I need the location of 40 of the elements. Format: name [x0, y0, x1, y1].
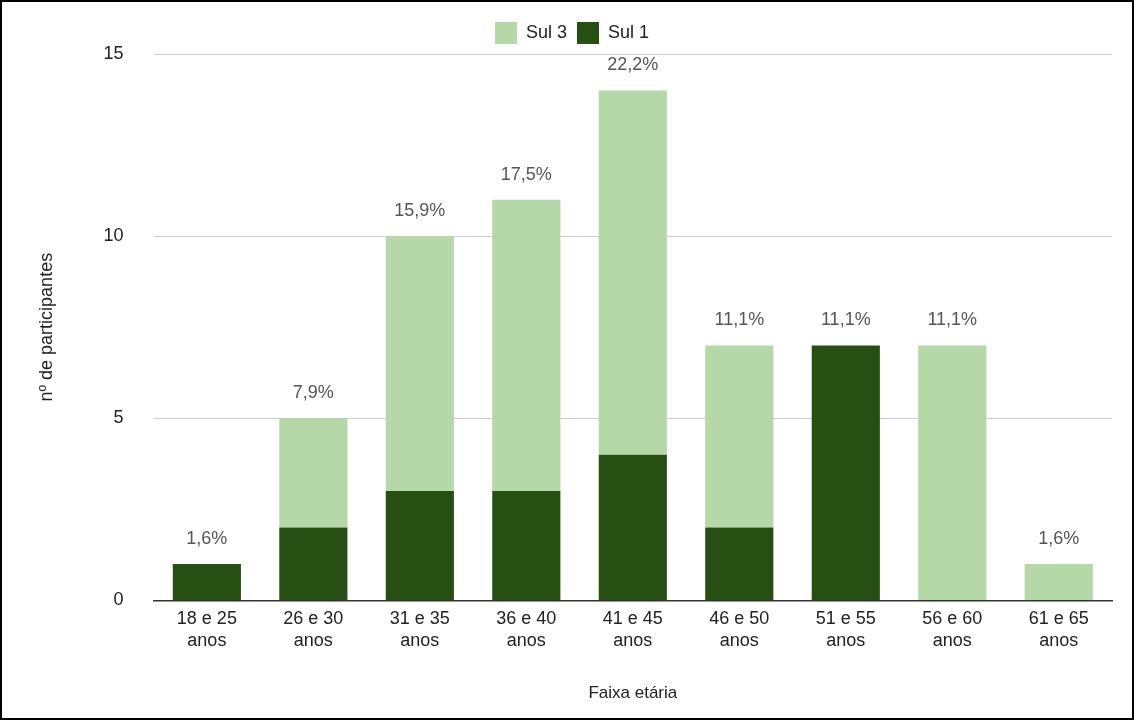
annotation: 11,1%: [927, 309, 978, 330]
x-tick-label: 41 e 45 anos: [602, 608, 663, 650]
y-tick-label: 15: [103, 42, 124, 63]
x-tick-label: 31 e 35 anos: [389, 608, 450, 650]
y-tick-label: 10: [103, 225, 124, 246]
legend-label: Sul 3: [525, 21, 567, 42]
x-tick-label: 36 e 40 anos: [496, 608, 557, 650]
annotation: 1,6%: [1038, 527, 1080, 548]
x-tick-label: 46 e 50 anos: [709, 608, 770, 650]
x-tick-label: 18 e 25 anos: [176, 608, 237, 650]
bar: [811, 345, 880, 600]
bar: [598, 454, 667, 600]
annotation: 1,6%: [186, 527, 228, 548]
x-axis-title: Faixa etária: [588, 683, 678, 703]
bar: [918, 345, 987, 600]
bar: [279, 527, 348, 600]
bar: [492, 491, 561, 600]
bar: [385, 491, 454, 600]
x-tick-label: 26 e 30 anos: [283, 608, 344, 650]
bar: [172, 563, 241, 600]
bar: [598, 90, 667, 455]
annotation: 22,2%: [607, 54, 659, 75]
bar: [705, 345, 774, 528]
x-tick-label: 61 e 65 anos: [1028, 608, 1089, 650]
bar: [279, 418, 348, 528]
bar: [492, 199, 561, 492]
y-tick-label: 5: [113, 407, 124, 428]
annotation: 11,1%: [714, 309, 765, 330]
bar: [385, 236, 454, 492]
annotation: 11,1%: [820, 309, 871, 330]
x-tick-label: 51 e 55 anos: [815, 608, 876, 650]
bar: [1024, 563, 1093, 600]
annotation: 7,9%: [292, 382, 334, 403]
y-tick-label: 0: [113, 589, 124, 610]
annotation: 17,5%: [500, 163, 552, 184]
y-axis-title: nº de participantes: [35, 252, 56, 402]
x-tick-label: 56 e 60 anos: [922, 608, 983, 650]
legend-label: Sul 1: [608, 21, 650, 42]
annotation: 15,9%: [394, 200, 446, 221]
bar: [705, 527, 774, 600]
